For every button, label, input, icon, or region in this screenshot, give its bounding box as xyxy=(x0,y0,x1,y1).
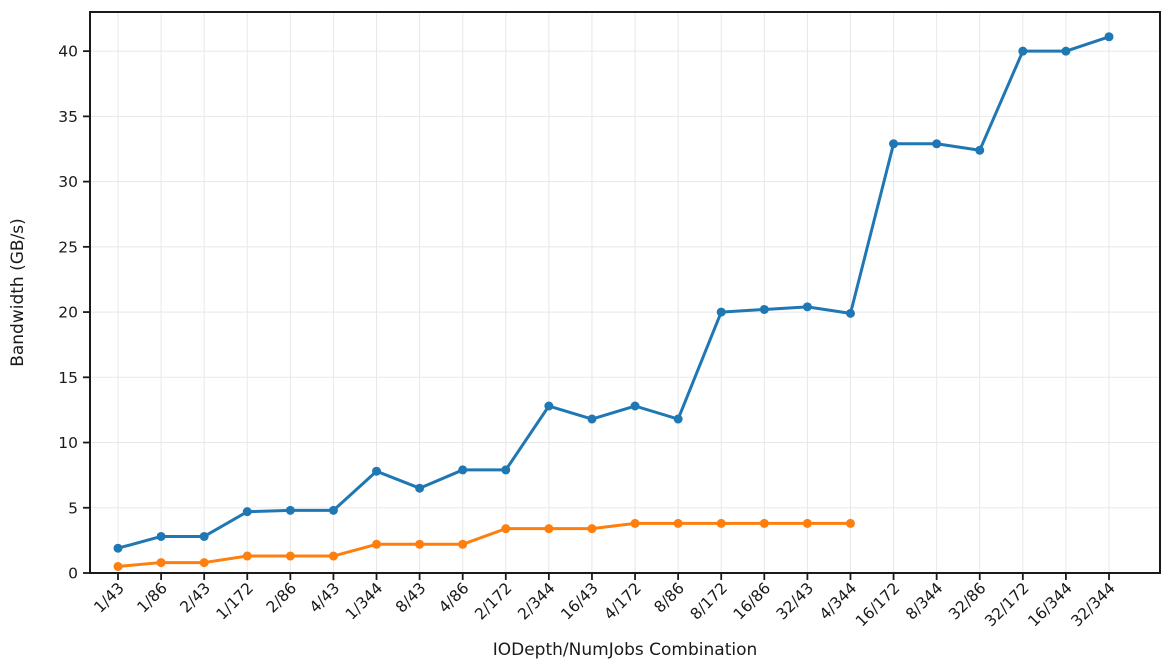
x-tick-label: 2/43 xyxy=(177,579,214,616)
data-point-marker xyxy=(845,308,855,318)
y-tick-label: 0 xyxy=(68,565,78,583)
data-point-marker xyxy=(458,539,468,549)
series-orange xyxy=(113,518,855,571)
x-tick-label: 32/172 xyxy=(981,579,1032,630)
x-tick-label: 1/172 xyxy=(213,579,257,623)
data-point-marker xyxy=(458,465,468,475)
data-point-marker xyxy=(285,551,295,561)
data-point-marker xyxy=(156,558,166,568)
series-orange-line xyxy=(116,521,852,568)
x-tick-label: 8/172 xyxy=(687,579,731,623)
data-point-marker xyxy=(415,539,425,549)
data-point-marker xyxy=(1061,46,1071,56)
x-tick-label: 4/86 xyxy=(435,579,472,616)
data-point-marker xyxy=(199,531,209,541)
x-tick-label: 16/172 xyxy=(852,579,903,630)
y-tick-label: 35 xyxy=(58,108,78,126)
x-tick-label: 16/344 xyxy=(1024,579,1075,630)
x-tick-label: 1/344 xyxy=(342,579,386,623)
data-point-marker xyxy=(285,505,295,515)
data-point-marker xyxy=(242,507,252,517)
data-point-marker xyxy=(544,401,554,411)
data-point-marker xyxy=(328,551,338,561)
data-point-marker xyxy=(630,401,640,411)
data-point-marker xyxy=(1104,32,1114,42)
y-tick-label: 5 xyxy=(68,499,78,517)
plot-border xyxy=(89,11,1161,574)
data-point-marker xyxy=(544,524,554,534)
data-point-marker xyxy=(716,518,726,528)
x-tick-label: 8/43 xyxy=(392,579,429,616)
series-blue xyxy=(113,32,1114,553)
data-point-marker xyxy=(759,304,769,314)
series-blue-line xyxy=(116,35,1111,550)
grid-layer xyxy=(90,12,1160,573)
data-point-marker xyxy=(759,518,769,528)
x-tick-label: 1/86 xyxy=(134,579,171,616)
data-point-marker xyxy=(156,531,166,541)
y-tick-label: 15 xyxy=(58,369,78,387)
x-tick-label: 4/172 xyxy=(601,579,645,623)
data-point-marker xyxy=(501,524,511,534)
data-point-marker xyxy=(1018,46,1028,56)
data-point-marker xyxy=(932,139,942,149)
x-tick-label: 16/43 xyxy=(557,579,601,623)
data-point-marker xyxy=(845,518,855,528)
data-point-marker xyxy=(501,465,511,475)
x-tick-label: 8/86 xyxy=(651,579,688,616)
axis-layer: 1/43 1/86 2/431/172 2/86 4/431/344 8/43 4/862/… xyxy=(58,43,1119,631)
data-point-marker xyxy=(113,561,123,571)
series-layer xyxy=(113,32,1114,571)
data-point-marker xyxy=(242,551,252,561)
x-tick-label: 2/344 xyxy=(514,579,558,623)
data-point-marker xyxy=(113,543,123,553)
x-tick-label: 4/43 xyxy=(306,579,343,616)
x-axis-label: IODepth/NumJobs Combination xyxy=(493,640,758,660)
data-point-marker xyxy=(372,539,382,549)
data-point-marker xyxy=(328,505,338,515)
y-tick-label: 10 xyxy=(58,434,78,452)
data-point-marker xyxy=(716,307,726,317)
data-point-marker xyxy=(372,466,382,476)
x-tick-label: 32/43 xyxy=(773,579,817,623)
data-point-marker xyxy=(889,139,899,149)
x-tick-label: 16/86 xyxy=(730,579,774,623)
y-tick-label: 30 xyxy=(58,173,78,191)
x-tick-label: 2/172 xyxy=(471,579,515,623)
x-tick-label: 2/86 xyxy=(263,579,300,616)
data-point-marker xyxy=(415,483,425,493)
data-point-marker xyxy=(587,414,597,424)
x-tick-label: 8/344 xyxy=(902,579,946,623)
y-tick-label: 25 xyxy=(58,238,78,256)
y-axis-label: Bandwidth (GB/s) xyxy=(8,218,28,367)
data-point-marker xyxy=(673,414,683,424)
data-point-marker xyxy=(199,558,209,568)
y-tick-label: 40 xyxy=(58,43,78,61)
y-tick-label: 20 xyxy=(58,304,78,322)
x-tick-label: 32/344 xyxy=(1068,579,1119,630)
data-point-marker xyxy=(673,518,683,528)
data-point-marker xyxy=(802,518,812,528)
data-point-marker xyxy=(630,518,640,528)
x-tick-label: 1/43 xyxy=(90,579,127,616)
data-point-marker xyxy=(802,302,812,312)
data-point-marker xyxy=(587,524,597,534)
data-point-marker xyxy=(975,145,985,155)
